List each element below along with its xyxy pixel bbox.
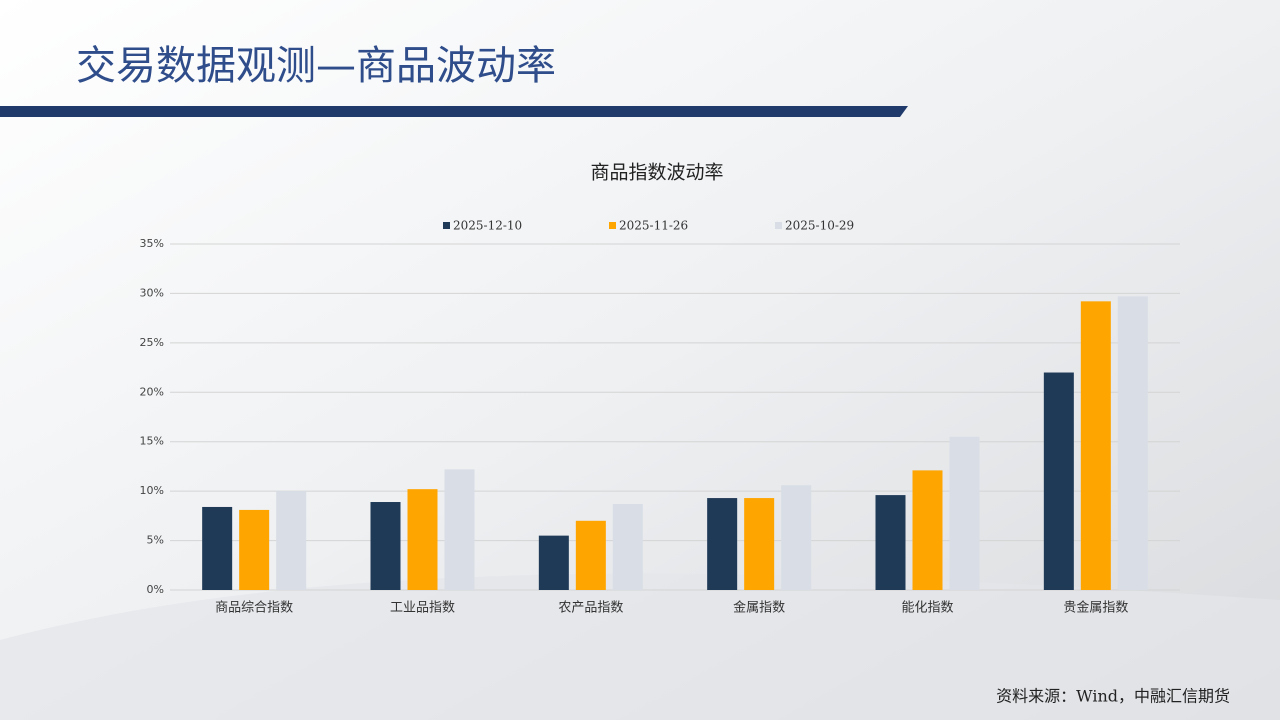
x-tick-label: 能化指数 — [901, 601, 953, 616]
legend-swatch — [775, 222, 782, 229]
bar — [575, 520, 606, 590]
chart-title: 商品指数波动率 — [590, 162, 723, 184]
y-tick-label: 20% — [140, 385, 164, 398]
bar — [912, 470, 943, 590]
y-tick-label: 5% — [147, 534, 164, 547]
bar — [707, 498, 738, 590]
bar — [444, 469, 475, 590]
x-tick-label: 工业品指数 — [390, 601, 455, 616]
bar — [202, 506, 233, 590]
legend-label: 2025-10-29 — [785, 219, 854, 233]
bar — [239, 509, 270, 590]
y-tick-label: 15% — [140, 435, 164, 448]
legend-label: 2025-12-10 — [453, 219, 522, 233]
bar — [1043, 372, 1074, 590]
y-tick-label: 10% — [140, 484, 164, 497]
y-tick-label: 35% — [140, 237, 164, 250]
y-tick-label: 0% — [147, 583, 164, 596]
bar — [744, 498, 775, 590]
bar — [276, 491, 307, 590]
legend-swatch — [609, 222, 616, 229]
x-tick-label: 贵金属指数 — [1063, 600, 1128, 616]
legend-swatch — [443, 222, 450, 229]
bar — [407, 489, 438, 590]
bar — [370, 502, 401, 590]
x-tick-label: 商品综合指数 — [215, 601, 293, 616]
legend-label: 2025-11-26 — [619, 219, 688, 233]
bar — [1117, 296, 1148, 590]
bar — [781, 485, 812, 590]
slide-title: 交易数据观测—商品波动率 — [76, 43, 556, 89]
x-tick-label: 农产品指数 — [558, 601, 623, 616]
bar — [949, 436, 980, 590]
y-tick-label: 25% — [140, 336, 164, 349]
source-note: 资料来源：Wind，中融汇信期货 — [996, 687, 1230, 706]
bar — [1080, 301, 1111, 590]
title-bar — [0, 106, 908, 117]
bar — [875, 495, 906, 590]
y-tick-label: 30% — [140, 286, 164, 299]
x-tick-label: 金属指数 — [733, 600, 785, 616]
bar — [538, 535, 569, 590]
background-wave — [0, 573, 1280, 720]
bar — [612, 503, 643, 590]
